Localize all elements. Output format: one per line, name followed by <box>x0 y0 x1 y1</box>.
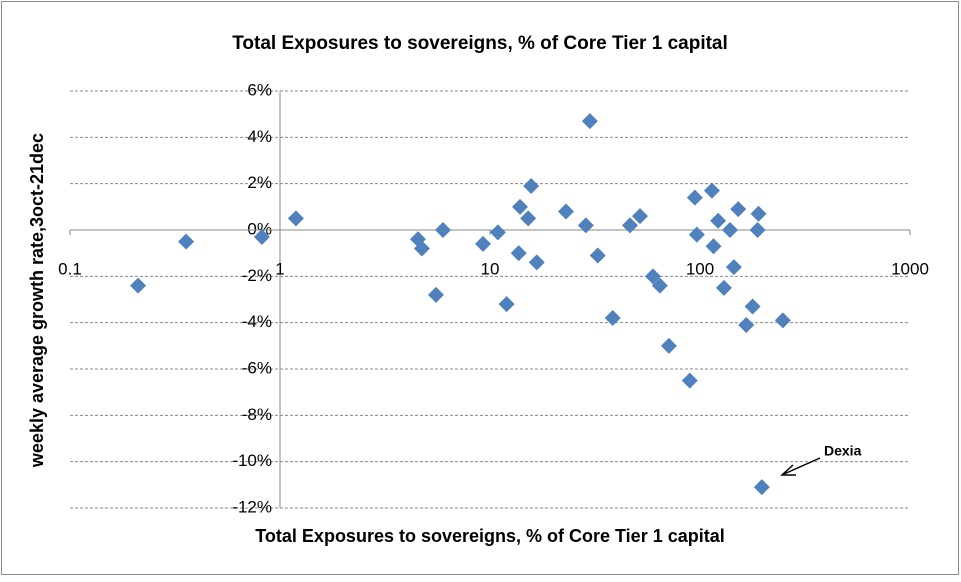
point <box>581 113 598 130</box>
point <box>434 222 451 238</box>
y-tick-label: 2% <box>247 173 272 192</box>
point <box>557 203 574 220</box>
point <box>621 217 638 234</box>
point <box>523 177 540 194</box>
chart-title: Total Exposures to sovereigns, % of Core… <box>232 33 728 54</box>
point <box>681 372 698 389</box>
point <box>287 210 304 227</box>
annotation: Dexia <box>824 443 862 459</box>
point <box>130 277 147 294</box>
y-axis-label: weekly average growth rate,3oct-21dec <box>27 133 47 468</box>
point <box>753 479 770 496</box>
point <box>725 259 742 276</box>
x-tick-label: 100 <box>686 259 714 278</box>
point <box>722 222 739 238</box>
point <box>498 296 515 313</box>
point <box>738 316 755 333</box>
x-tick-label: 0.1 <box>58 259 82 278</box>
point <box>644 268 661 285</box>
point <box>749 222 766 238</box>
point <box>774 312 791 329</box>
point <box>604 310 621 327</box>
point <box>528 254 545 271</box>
point <box>688 226 705 243</box>
y-tick-label: -10% <box>232 451 272 470</box>
y-tick-label: 4% <box>247 127 272 146</box>
point <box>253 228 270 245</box>
y-tick-label: 6% <box>247 80 272 99</box>
point <box>413 240 430 257</box>
x-tick-label: 1 <box>275 259 284 278</box>
point <box>474 235 491 252</box>
point <box>589 247 606 264</box>
x-axis-label: Total Exposures to sovereigns, % of Core… <box>255 526 724 546</box>
y-tick-label: -4% <box>242 312 272 331</box>
y-tick-label: -12% <box>232 497 272 516</box>
point <box>710 212 727 229</box>
point <box>178 233 195 250</box>
plot-area: -12%-10%-8%-6%-4%-2%0%2%4%6%0.1 1 10 100 100… <box>58 80 929 516</box>
point <box>750 205 767 222</box>
annotation-arrowhead <box>780 464 796 476</box>
point <box>520 210 537 227</box>
point <box>512 198 529 215</box>
point <box>730 201 747 218</box>
point <box>510 245 527 262</box>
y-tick-label: -2% <box>242 266 272 285</box>
point <box>577 217 594 234</box>
y-tick-label: -8% <box>242 405 272 424</box>
x-tick-label: 10 <box>481 259 500 278</box>
point <box>660 337 677 354</box>
y-tick-label: -6% <box>242 358 272 377</box>
x-tick-label: 1000 <box>891 259 929 278</box>
point <box>632 208 649 225</box>
point <box>703 182 720 199</box>
point <box>744 298 761 315</box>
point <box>705 238 722 255</box>
point <box>715 279 732 296</box>
point <box>686 189 703 206</box>
point <box>489 224 506 241</box>
annotation-arrow <box>783 457 821 475</box>
point <box>651 277 668 294</box>
point <box>427 286 444 303</box>
